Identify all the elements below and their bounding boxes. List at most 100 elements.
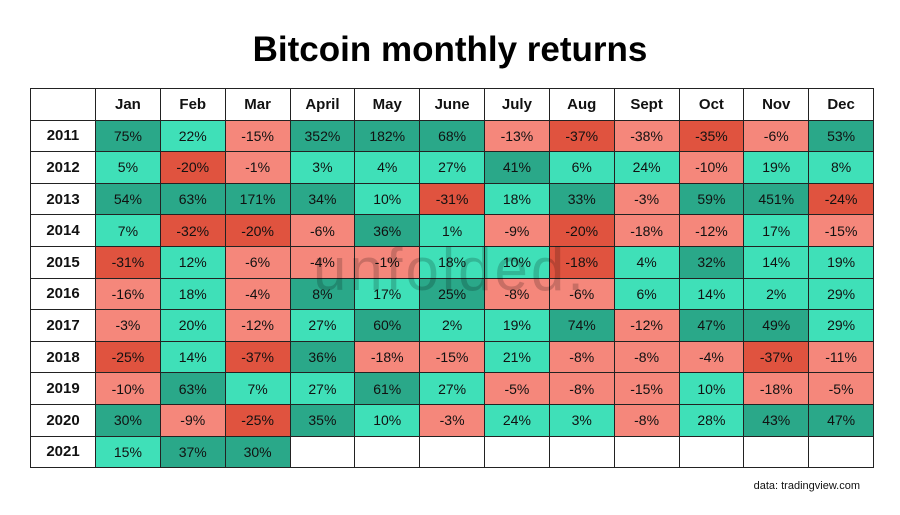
return-cell: 49% — [744, 310, 810, 342]
return-cell: -25% — [96, 341, 161, 374]
return-cell: -32% — [160, 215, 226, 247]
return-cell: -18% — [744, 373, 810, 405]
return-cell: 41% — [485, 152, 550, 184]
return-cell: 61% — [355, 373, 421, 405]
empty-cell — [549, 436, 615, 469]
return-cell: 19% — [809, 246, 874, 279]
return-cell: -12% — [679, 215, 745, 247]
return-cell: -35% — [679, 120, 745, 153]
return-cell: -16% — [96, 278, 161, 311]
return-cell: 68% — [420, 120, 485, 153]
return-cell: 18% — [160, 278, 226, 311]
row-header: 2018 — [31, 341, 96, 374]
row-header: 2021 — [31, 436, 96, 469]
return-cell: 21% — [485, 341, 550, 374]
return-cell: -18% — [355, 341, 421, 374]
return-cell: 25% — [420, 278, 485, 311]
return-cell: -25% — [225, 404, 291, 437]
return-cell: -1% — [225, 152, 291, 184]
return-cell: 29% — [809, 278, 874, 311]
return-cell: 14% — [744, 246, 810, 279]
return-cell: 4% — [614, 246, 680, 279]
return-cell: -20% — [160, 152, 226, 184]
column-header: Sept — [614, 89, 680, 121]
return-cell: -10% — [96, 373, 161, 405]
return-cell: 19% — [485, 310, 550, 342]
return-cell: 10% — [355, 404, 421, 437]
return-cell: -8% — [549, 341, 615, 374]
return-cell: 29% — [809, 310, 874, 342]
column-header: June — [420, 89, 485, 121]
return-cell: 7% — [96, 215, 161, 247]
return-cell: -18% — [614, 215, 680, 247]
return-cell: 28% — [679, 404, 745, 437]
return-cell: -24% — [809, 183, 874, 216]
empty-cell — [485, 436, 550, 469]
row-header: 2017 — [31, 310, 96, 342]
return-cell: -8% — [549, 373, 615, 405]
return-cell: 37% — [160, 436, 226, 469]
column-header: Oct — [679, 89, 745, 121]
row-header: 2015 — [31, 246, 96, 279]
return-cell: -3% — [96, 310, 161, 342]
return-cell: 10% — [679, 373, 745, 405]
return-cell: 7% — [225, 373, 291, 405]
return-cell: -4% — [290, 246, 356, 279]
return-cell: 22% — [160, 120, 226, 153]
column-header: Nov — [744, 89, 810, 121]
return-cell: -15% — [420, 341, 485, 374]
row-header: 2014 — [31, 215, 96, 247]
return-cell: -11% — [809, 341, 874, 374]
return-cell: 352% — [290, 120, 356, 153]
return-cell: 74% — [549, 310, 615, 342]
return-cell: 2% — [420, 310, 485, 342]
empty-cell — [420, 436, 485, 469]
empty-cell — [744, 436, 810, 469]
return-cell: 18% — [420, 246, 485, 279]
return-cell: 14% — [679, 278, 745, 311]
return-cell: -31% — [96, 246, 161, 279]
column-header: Aug — [549, 89, 615, 121]
return-cell: 27% — [420, 152, 485, 184]
return-cell: 3% — [290, 152, 356, 184]
title: Bitcoin monthly returns — [252, 30, 648, 69]
empty-cell — [290, 436, 356, 469]
row-header: 2020 — [31, 404, 96, 437]
return-cell: 451% — [744, 183, 810, 216]
return-cell: -4% — [225, 278, 291, 311]
return-cell: -15% — [809, 215, 874, 247]
return-cell: -10% — [679, 152, 745, 184]
return-cell: -5% — [809, 373, 874, 405]
return-cell: 10% — [355, 183, 421, 216]
return-cell: -6% — [290, 215, 356, 247]
return-cell: 27% — [290, 310, 356, 342]
return-cell: 33% — [549, 183, 615, 216]
return-cell: -20% — [225, 215, 291, 247]
return-cell: -8% — [614, 404, 680, 437]
return-cell: -18% — [549, 246, 615, 279]
empty-cell — [614, 436, 680, 469]
return-cell: -3% — [614, 183, 680, 216]
return-cell: -38% — [614, 120, 680, 153]
return-cell: -1% — [355, 246, 421, 279]
return-cell: 3% — [549, 404, 615, 437]
return-cell: 54% — [96, 183, 161, 216]
return-cell: -37% — [549, 120, 615, 153]
return-cell: 8% — [290, 278, 356, 311]
return-cell: -3% — [420, 404, 485, 437]
return-cell: 4% — [355, 152, 421, 184]
return-cell: -9% — [485, 215, 550, 247]
return-cell: 63% — [160, 183, 226, 216]
corner-cell — [31, 89, 96, 121]
return-cell: -9% — [160, 404, 226, 437]
return-cell: 60% — [355, 310, 421, 342]
column-header: Dec — [809, 89, 874, 121]
return-cell: -4% — [679, 341, 745, 374]
return-cell: -37% — [744, 341, 810, 374]
return-cell: 27% — [290, 373, 356, 405]
return-cell: -8% — [485, 278, 550, 311]
return-cell: 59% — [679, 183, 745, 216]
row-header: 2016 — [31, 278, 96, 311]
return-cell: 18% — [485, 183, 550, 216]
